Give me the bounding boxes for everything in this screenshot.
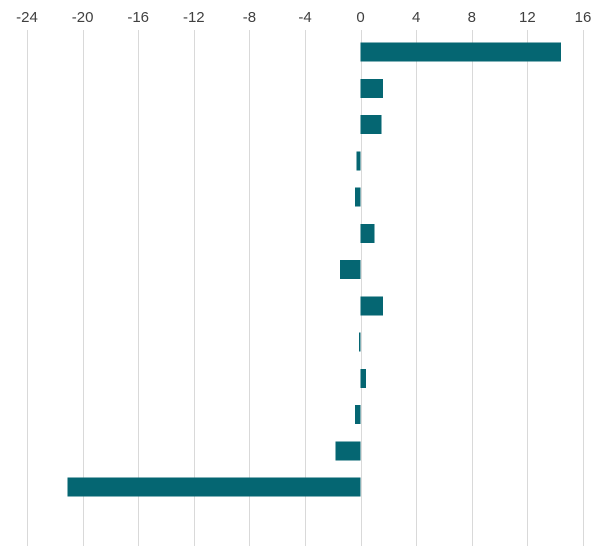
bar	[360, 223, 375, 243]
bar	[360, 78, 383, 98]
x-tick-label: 8	[468, 9, 476, 26]
bar	[360, 296, 383, 316]
bar	[360, 368, 367, 388]
x-tick-label: 12	[519, 9, 536, 26]
bar	[359, 332, 361, 352]
bars	[67, 42, 561, 497]
x-tick-label: -20	[72, 9, 94, 26]
x-tick-label: 16	[575, 9, 592, 26]
bar	[355, 187, 361, 207]
x-tick-label: -24	[16, 9, 38, 26]
bar	[335, 441, 361, 461]
bar	[360, 42, 561, 62]
bar	[67, 477, 361, 497]
bar	[356, 151, 361, 171]
x-axis-ticks: -24 -20 -16 -12 -8 -4 0 4 8 12 16	[16, 9, 591, 26]
x-tick-label: 4	[412, 9, 420, 26]
x-tick-label: -4	[298, 9, 311, 26]
gridlines	[27, 30, 584, 546]
bar	[360, 115, 382, 134]
x-tick-label: -16	[127, 9, 149, 26]
bar	[339, 260, 361, 279]
x-tick-label: -12	[183, 9, 205, 26]
bar	[355, 405, 361, 424]
x-tick-label: 0	[356, 9, 364, 26]
x-tick-label: -8	[243, 9, 256, 26]
